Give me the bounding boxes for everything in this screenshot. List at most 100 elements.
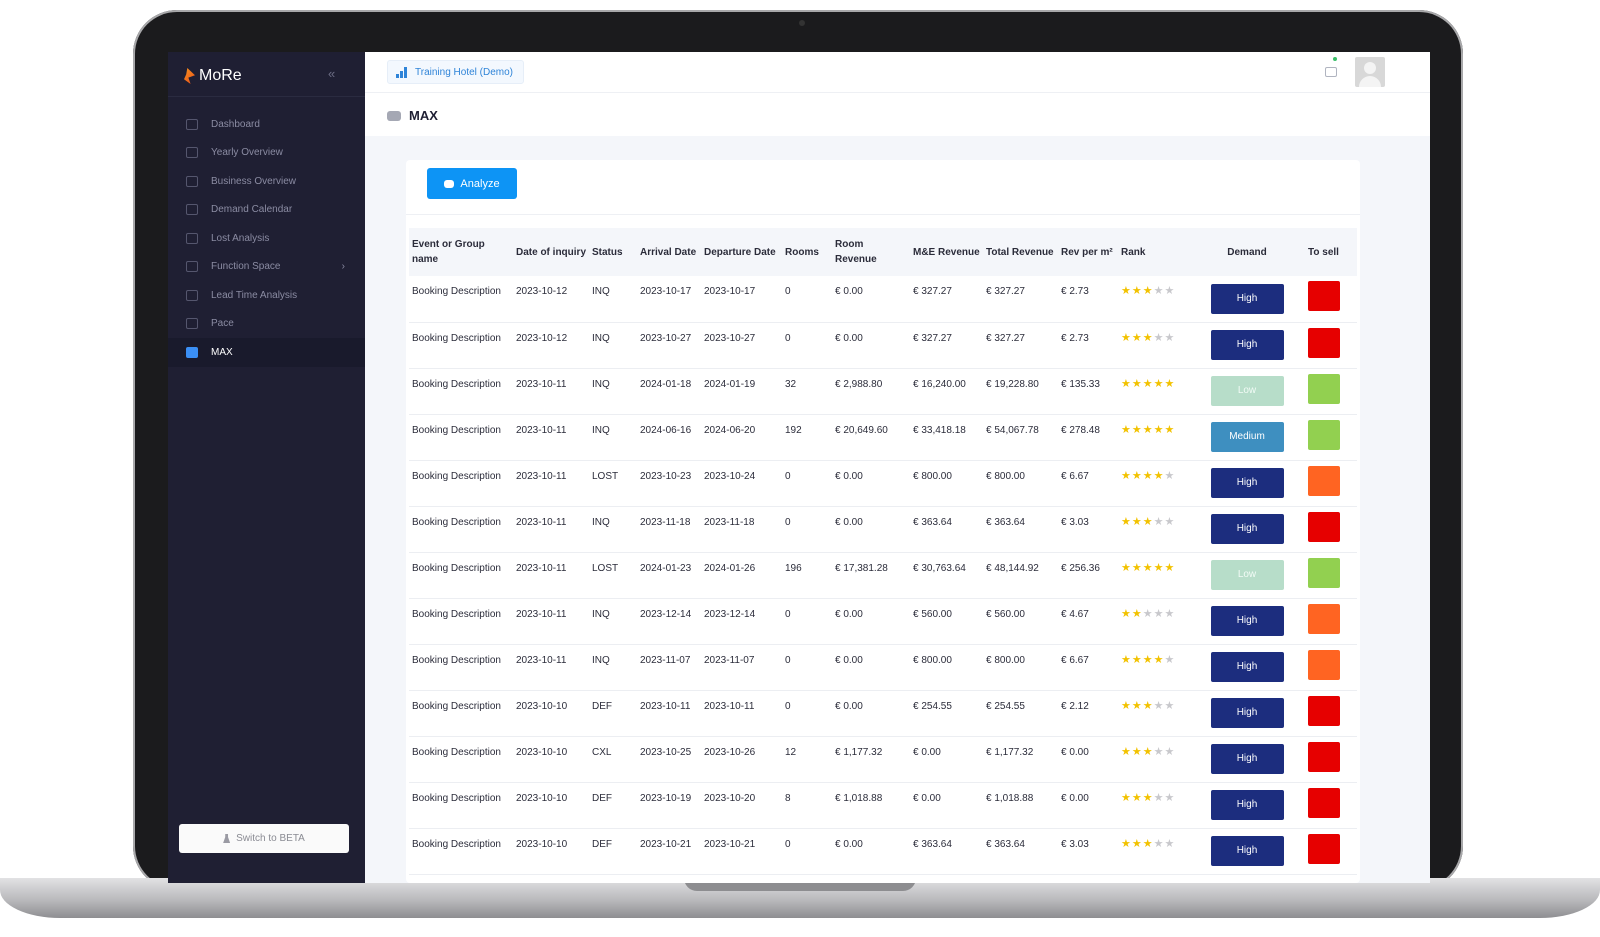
column-header[interactable]: Total Revenue bbox=[983, 228, 1058, 276]
demand-badge[interactable]: Low bbox=[1210, 376, 1284, 406]
cell-rooms: 0 bbox=[782, 690, 832, 737]
table-icon bbox=[186, 261, 198, 273]
sidebar-item-demand-calendar[interactable]: Demand Calendar bbox=[168, 196, 365, 225]
star-icon: ★ bbox=[1131, 469, 1143, 482]
sidebar-item-max[interactable]: MAX bbox=[168, 338, 365, 367]
demand-badge[interactable]: Low bbox=[1210, 560, 1284, 590]
column-header[interactable]: Room Revenue bbox=[832, 228, 910, 276]
column-header[interactable]: Rev per m² bbox=[1058, 228, 1118, 276]
column-header[interactable]: Departure Date bbox=[701, 228, 782, 276]
table-row[interactable]: Booking Description 2023-10-10 CXL 2023-10-… bbox=[409, 736, 1357, 783]
demand-badge[interactable]: High bbox=[1210, 652, 1284, 682]
cell-name: Booking Description bbox=[409, 276, 513, 323]
sidebar-item-yearly-overview[interactable]: Yearly Overview bbox=[168, 139, 365, 168]
cell-to-sell bbox=[1290, 782, 1357, 829]
bookings-table: Event or Group name Date of inquiry Status… bbox=[409, 228, 1357, 875]
cell-arrival: 2024-06-16 bbox=[637, 414, 701, 461]
cell-room-rev: € 0.00 bbox=[832, 506, 910, 553]
star-icon: ★ bbox=[1131, 745, 1143, 758]
cell-rev-m2: € 6.67 bbox=[1058, 644, 1118, 691]
table-row[interactable]: Booking Description 2023-10-10 DEF 2023-10-… bbox=[409, 828, 1357, 875]
cell-total-rev: € 800.00 bbox=[983, 644, 1058, 691]
star-icon: ★ bbox=[1153, 837, 1165, 850]
sidebar-item-lead-time-analysis[interactable]: Lead Time Analysis bbox=[168, 281, 365, 310]
star-icon: ★ bbox=[1121, 837, 1132, 850]
sidebar-item-business-overview[interactable]: Business Overview bbox=[168, 167, 365, 196]
column-header[interactable]: M&E Revenue bbox=[910, 228, 983, 276]
cell-me-rev: € 254.55 bbox=[910, 690, 983, 737]
star-icon: ★ bbox=[1131, 377, 1143, 390]
cell-inquiry: 2023-10-10 bbox=[513, 736, 589, 783]
demand-badge[interactable]: High bbox=[1210, 514, 1284, 544]
star-icon: ★ bbox=[1131, 607, 1143, 620]
grid-icon bbox=[186, 118, 198, 130]
table-row[interactable]: Booking Description 2023-10-11 INQ 2024-01-… bbox=[409, 368, 1357, 415]
collapse-sidebar-icon[interactable]: « bbox=[328, 66, 336, 81]
demand-badge[interactable]: High bbox=[1210, 836, 1284, 866]
analyze-button[interactable]: Analyze bbox=[427, 168, 517, 199]
sidebar-item-function-space[interactable]: Function Space › bbox=[168, 253, 365, 282]
cell-inquiry: 2023-10-11 bbox=[513, 506, 589, 553]
camera bbox=[799, 20, 805, 26]
to-sell-indicator bbox=[1307, 787, 1340, 818]
demand-badge[interactable]: High bbox=[1210, 606, 1284, 636]
table-row[interactable]: Booking Description 2023-10-11 INQ 2023-11-… bbox=[409, 506, 1357, 553]
table-row[interactable]: Booking Description 2023-10-11 INQ 2023-11-… bbox=[409, 644, 1357, 691]
column-header[interactable]: Arrival Date bbox=[637, 228, 701, 276]
column-header[interactable]: Date of inquiry bbox=[513, 228, 589, 276]
demand-badge[interactable]: Medium bbox=[1210, 422, 1284, 452]
table-row[interactable]: Booking Description 2023-10-11 INQ 2024-06-… bbox=[409, 414, 1357, 461]
table-row[interactable]: Booking Description 2023-10-12 INQ 2023-10-… bbox=[409, 322, 1357, 369]
app-name: MoRe bbox=[199, 67, 242, 84]
column-header[interactable]: Rank bbox=[1118, 228, 1204, 276]
column-header[interactable]: To sell bbox=[1290, 228, 1357, 276]
table-row[interactable]: Booking Description 2023-10-11 INQ 2023-12-… bbox=[409, 598, 1357, 645]
table-row[interactable]: Booking Description 2023-10-11 LOST 2024-01… bbox=[409, 552, 1357, 599]
cell-demand: High bbox=[1204, 276, 1290, 323]
star-icon: ★ bbox=[1131, 515, 1143, 528]
sidebar-item-lost-analysis[interactable]: Lost Analysis bbox=[168, 224, 365, 253]
top-bar: Training Hotel (Demo) bbox=[365, 52, 1430, 92]
sidebar-item-dashboard[interactable]: Dashboard bbox=[168, 110, 365, 139]
column-header[interactable]: Event or Group name bbox=[409, 228, 513, 276]
table-row[interactable]: Booking Description 2023-10-12 INQ 2023-10-… bbox=[409, 276, 1357, 323]
cell-total-rev: € 19,228.80 bbox=[983, 368, 1058, 415]
table-row[interactable]: Booking Description 2023-10-10 DEF 2023-10-… bbox=[409, 782, 1357, 829]
logo[interactable]: MoRe bbox=[184, 64, 242, 88]
rank-stars: ★★★★★ bbox=[1121, 285, 1175, 297]
cell-status: INQ bbox=[589, 276, 637, 323]
cell-rooms: 0 bbox=[782, 828, 832, 875]
cell-departure: 2023-10-11 bbox=[701, 690, 782, 737]
table-row[interactable]: Booking Description 2023-10-10 DEF 2023-10-… bbox=[409, 690, 1357, 737]
demand-badge[interactable]: High bbox=[1210, 744, 1284, 774]
cell-total-rev: € 363.64 bbox=[983, 506, 1058, 553]
avatar[interactable] bbox=[1355, 57, 1385, 87]
cell-status: DEF bbox=[589, 782, 637, 829]
cell-inquiry: 2023-10-11 bbox=[513, 460, 589, 507]
cell-arrival: 2024-01-18 bbox=[637, 368, 701, 415]
rank-stars: ★★★★★ bbox=[1121, 332, 1175, 344]
sidebar-item-pace[interactable]: Pace bbox=[168, 310, 365, 339]
cell-inquiry: 2023-10-11 bbox=[513, 598, 589, 645]
cell-demand: High bbox=[1204, 690, 1290, 737]
demand-badge[interactable]: High bbox=[1210, 698, 1284, 728]
switch-to-beta-button[interactable]: Switch to BETA bbox=[179, 824, 349, 853]
table-row[interactable]: Booking Description 2023-10-11 LOST 2023-10… bbox=[409, 460, 1357, 507]
demand-badge[interactable]: High bbox=[1210, 330, 1284, 360]
cell-demand: High bbox=[1204, 506, 1290, 553]
cell-status: DEF bbox=[589, 828, 637, 875]
message-icon[interactable] bbox=[1325, 67, 1337, 77]
cell-inquiry: 2023-10-10 bbox=[513, 828, 589, 875]
demand-badge[interactable]: High bbox=[1210, 468, 1284, 498]
demand-badge[interactable]: High bbox=[1210, 790, 1284, 820]
column-header[interactable]: Demand bbox=[1204, 228, 1290, 276]
demand-badge[interactable]: High bbox=[1210, 283, 1284, 314]
hotel-selector[interactable]: Training Hotel (Demo) bbox=[387, 60, 524, 84]
cell-rank: ★★★★★ bbox=[1118, 460, 1204, 507]
column-header[interactable]: Rooms bbox=[782, 228, 832, 276]
column-header[interactable]: Status bbox=[589, 228, 637, 276]
cell-me-rev: € 16,240.00 bbox=[910, 368, 983, 415]
star-icon: ★ bbox=[1164, 331, 1176, 344]
cell-inquiry: 2023-10-11 bbox=[513, 414, 589, 461]
cell-demand: High bbox=[1204, 322, 1290, 369]
